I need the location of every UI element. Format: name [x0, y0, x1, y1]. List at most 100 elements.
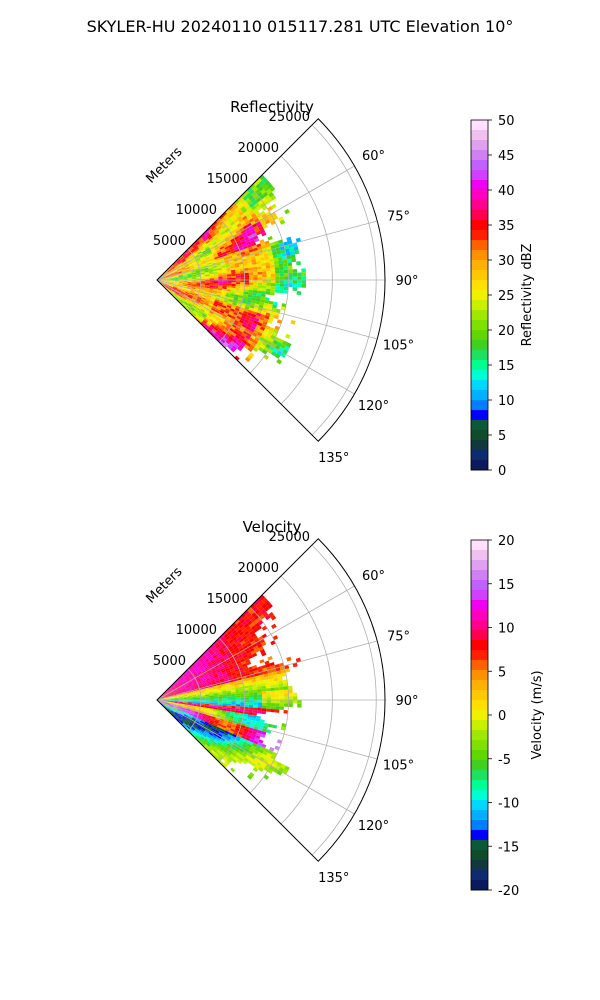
radar-gate: [160, 281, 166, 284]
radar-gate: [173, 692, 178, 695]
radar-gate: [287, 685, 293, 690]
radar-gate: [248, 337, 255, 343]
radar-gate: [275, 273, 280, 277]
radar-gate: [252, 244, 258, 249]
radar-gate: [175, 265, 180, 269]
radar-gate: [213, 708, 218, 712]
radar-gate: [233, 309, 239, 314]
radar-gate: [172, 707, 177, 710]
radar-gate: [254, 344, 260, 350]
colorbar-ticks: -20 -15 -10 -5 0 5 10 15 20: [498, 534, 519, 899]
radar-gate: [225, 686, 231, 690]
radar-gate: [230, 269, 236, 273]
radar-gate: [200, 285, 205, 288]
colorbar-tick-label: 35: [498, 219, 515, 234]
radar-gate: [196, 314, 201, 319]
radar-gate: [177, 691, 183, 694]
radar-gate: [234, 264, 240, 268]
radar-gate: [177, 707, 182, 711]
radar-gate: [200, 233, 205, 238]
radar-gate: [195, 728, 200, 733]
radar-gate: [177, 261, 182, 265]
radar-gate: [232, 300, 238, 304]
radar-gate: [266, 274, 271, 278]
radar-gate: [266, 697, 271, 700]
radar-gate: [283, 689, 289, 694]
radar-gate: [179, 676, 184, 681]
radar-gate: [231, 271, 236, 275]
radar-gate: [235, 229, 241, 234]
radar-gate: [239, 690, 245, 694]
radar-gate: [234, 307, 240, 312]
radar-gate: [180, 710, 186, 714]
radar-gate: [252, 339, 258, 345]
radar-gate: [185, 676, 190, 681]
radar-gate: [209, 751, 215, 756]
radar-gate: [242, 339, 248, 345]
radar-gate: [231, 273, 236, 277]
radar-gate: [209, 701, 214, 703]
radar-gate: [169, 695, 175, 698]
radar-gate: [254, 337, 260, 342]
colorbar-swatch: [471, 190, 488, 201]
radar-gate: [167, 708, 171, 712]
radar-gate: [243, 685, 249, 689]
radar-gate: [196, 718, 201, 722]
radar-gate: [178, 714, 183, 718]
theta-tick-label: 90°: [395, 694, 418, 709]
radar-gate: [165, 697, 170, 699]
radar-gate: [249, 344, 255, 350]
radar-gate: [163, 285, 168, 289]
radar-gate: [163, 285, 168, 289]
radar-gate: [222, 700, 228, 702]
radar-gate: [230, 689, 236, 693]
radar-gate: [223, 301, 228, 305]
radar-gate: [209, 224, 215, 229]
radar-gate: [197, 671, 202, 675]
radar-gate: [163, 285, 168, 289]
radar-gate: [198, 293, 203, 297]
radar-gate: [195, 667, 200, 672]
radar-gate: [184, 307, 189, 312]
radar-gate: [257, 707, 262, 711]
radar-gate: [279, 273, 285, 277]
radar-gate: [251, 681, 257, 685]
radar-gate: [197, 296, 202, 300]
radar-gate: [252, 247, 258, 252]
radar-gate: [223, 220, 229, 225]
radar-gate: [256, 177, 262, 184]
radar-gate: [209, 284, 214, 286]
radar-gate: [222, 696, 228, 699]
radar-gate: [250, 300, 256, 304]
radar-gate: [210, 667, 215, 671]
radar-gate: [180, 685, 185, 689]
radar-gate: [218, 276, 223, 279]
radar-gate: [218, 256, 224, 260]
radar-gate: [248, 272, 254, 276]
radar-gate: [248, 614, 254, 621]
radar-gate: [178, 694, 183, 697]
radar-gate: [163, 705, 168, 709]
radar-gate: [161, 280, 166, 282]
radar-gate: [261, 221, 267, 227]
radar-gate: [243, 293, 248, 297]
radar-gate: [227, 662, 233, 667]
radar-gate: [165, 274, 170, 277]
radar-gate: [284, 765, 290, 772]
radar-gate: [161, 278, 166, 280]
radar-gate: [228, 639, 234, 644]
radar-gate: [170, 266, 175, 270]
radar-gate: [281, 672, 287, 677]
radar-gate: [256, 761, 262, 767]
radar-gate: [275, 280, 280, 284]
radar-gate: [197, 682, 203, 686]
radar-gate: [186, 718, 191, 722]
radar-gate: [247, 627, 253, 633]
radar-gate: [235, 220, 241, 226]
radar-gate: [169, 704, 174, 706]
radar-gate: [165, 701, 170, 703]
radar-gate: [235, 269, 240, 272]
radar-gate: [238, 247, 244, 251]
radar-gate: [174, 282, 179, 284]
radar-gate: [171, 289, 176, 292]
